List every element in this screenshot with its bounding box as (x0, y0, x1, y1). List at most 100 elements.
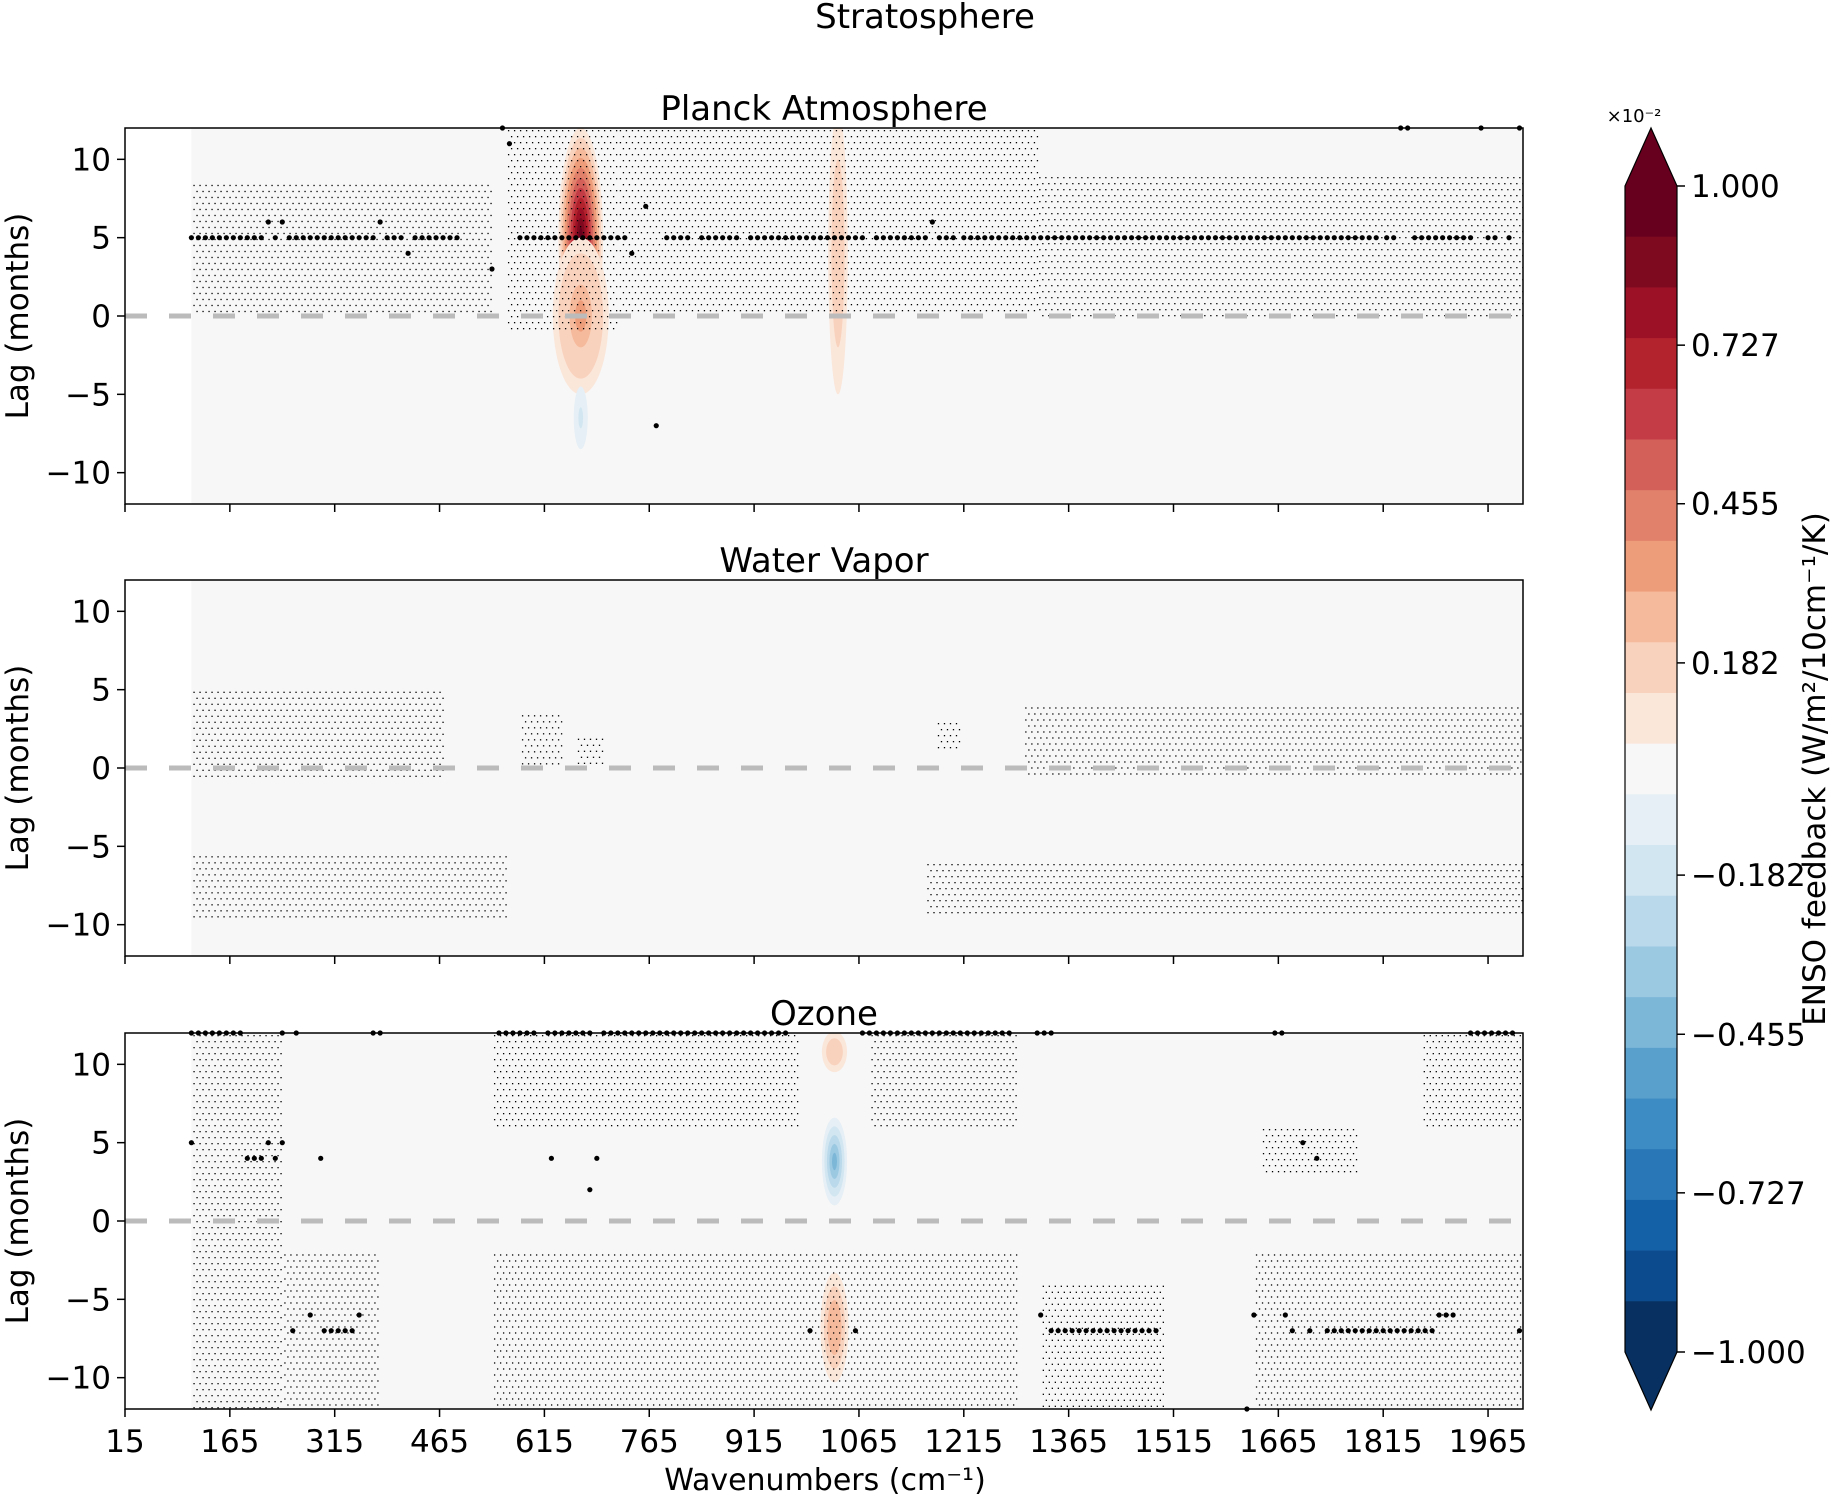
stipple-dot (673, 286, 676, 288)
stipple-dot (1096, 255, 1098, 257)
stipple-dot (1120, 231, 1122, 233)
stipple-dot (859, 154, 862, 156)
stipple-dot (895, 250, 898, 252)
stipple-dot (982, 184, 985, 186)
stipple-dot (820, 208, 823, 210)
stipple-dot (304, 310, 306, 313)
stipple-dot (1153, 225, 1155, 227)
stipple-dot (232, 274, 234, 277)
stipple-dot (757, 286, 760, 288)
stipple-dot (1300, 183, 1302, 185)
stipple-dot (802, 256, 805, 258)
stipple-dot (331, 304, 333, 307)
stipple-dot (787, 166, 790, 168)
stipple-dot (694, 220, 697, 222)
stipple-dot (1078, 243, 1080, 245)
stipple-dot (585, 190, 588, 192)
stipple-dot (540, 196, 543, 198)
stipple-dot (328, 262, 330, 265)
stipple-dot (463, 268, 465, 271)
stipple-dot (582, 184, 585, 186)
stipple-dot (385, 196, 387, 199)
stipple-dot (1357, 237, 1359, 239)
stipple-dot (1336, 195, 1338, 197)
stipple-dot (1429, 213, 1431, 215)
stipple-dot (283, 232, 285, 235)
stipple-dot (253, 196, 255, 199)
stipple-dot (247, 268, 249, 271)
stipple-dot (907, 142, 910, 144)
stipple-dot (217, 244, 219, 247)
stipple-dot (1030, 244, 1033, 246)
stipple-dot (793, 166, 796, 168)
stipple-dot (564, 328, 567, 330)
stipple-dot (790, 244, 793, 246)
stipple-dot (433, 268, 435, 271)
stipple-dot (570, 172, 573, 174)
stipple-dot (537, 274, 540, 276)
stipple-dot (1354, 219, 1356, 221)
stipple-dot (970, 160, 973, 162)
stipple-dot (1420, 231, 1422, 233)
stipple-dot (691, 298, 694, 300)
stipple-dot (507, 238, 510, 240)
stipple-dot (1300, 231, 1302, 233)
stipple-dot (808, 196, 811, 198)
stipple-dot (1006, 292, 1009, 294)
stipple-dot (469, 232, 471, 235)
stipple-dot (787, 250, 790, 252)
stipple-dot (343, 292, 345, 295)
stipple-dot (811, 130, 814, 132)
stipple-dot (760, 244, 763, 246)
stipple-dot (808, 184, 811, 186)
stipple-dot (958, 148, 961, 150)
stipple-dot (826, 208, 829, 210)
stipple-dot (1507, 177, 1509, 179)
stipple-dot (1510, 195, 1512, 197)
stipple-dot (277, 196, 279, 199)
stipple-dot (442, 226, 444, 229)
stipple-dot (576, 184, 579, 186)
stipple-dot (280, 298, 282, 301)
stipple-dot (1237, 177, 1239, 179)
stipple-dot (487, 268, 489, 271)
stipple-dot (1072, 243, 1074, 245)
stipple-dot (1180, 219, 1182, 221)
stipple-dot (307, 232, 309, 235)
stipple-dot (958, 304, 961, 306)
stipple-dot (304, 298, 306, 301)
stipple-dot (631, 262, 634, 264)
stipple-dot (658, 220, 661, 222)
stipple-dot (576, 268, 579, 270)
stipple-dot (994, 196, 997, 198)
stipple-dot (271, 256, 273, 259)
stipple-dot (1033, 250, 1036, 252)
stipple-dot (478, 202, 480, 205)
stipple-dot (460, 202, 462, 205)
stipple-dot (358, 262, 360, 265)
stipple-dot (1435, 189, 1437, 191)
stipple-dot (757, 226, 760, 228)
stipple-dot (1027, 142, 1030, 144)
stipple-dot (880, 268, 883, 270)
stipple-dot (928, 196, 931, 198)
stipple-dot (637, 214, 640, 216)
stipple-dot (868, 220, 871, 222)
stipple-dot (985, 226, 988, 228)
stipple-dot (454, 262, 456, 265)
stipple-dot (1036, 304, 1039, 306)
stipple-dot (355, 220, 357, 223)
stipple-dot (664, 208, 667, 210)
stipple-dot (628, 172, 631, 174)
stipple-dot (481, 304, 483, 307)
stipple-dot (235, 304, 237, 307)
stipple-dot (892, 244, 895, 246)
stipple-dot (1000, 208, 1003, 210)
stipple-dot (1228, 231, 1230, 233)
stipple-dot (259, 304, 261, 307)
stipple-dot (1285, 249, 1287, 251)
stipple-dot (561, 226, 564, 228)
stipple-dot (597, 262, 600, 264)
stipple-dot (889, 262, 892, 264)
stipple-dot (982, 292, 985, 294)
